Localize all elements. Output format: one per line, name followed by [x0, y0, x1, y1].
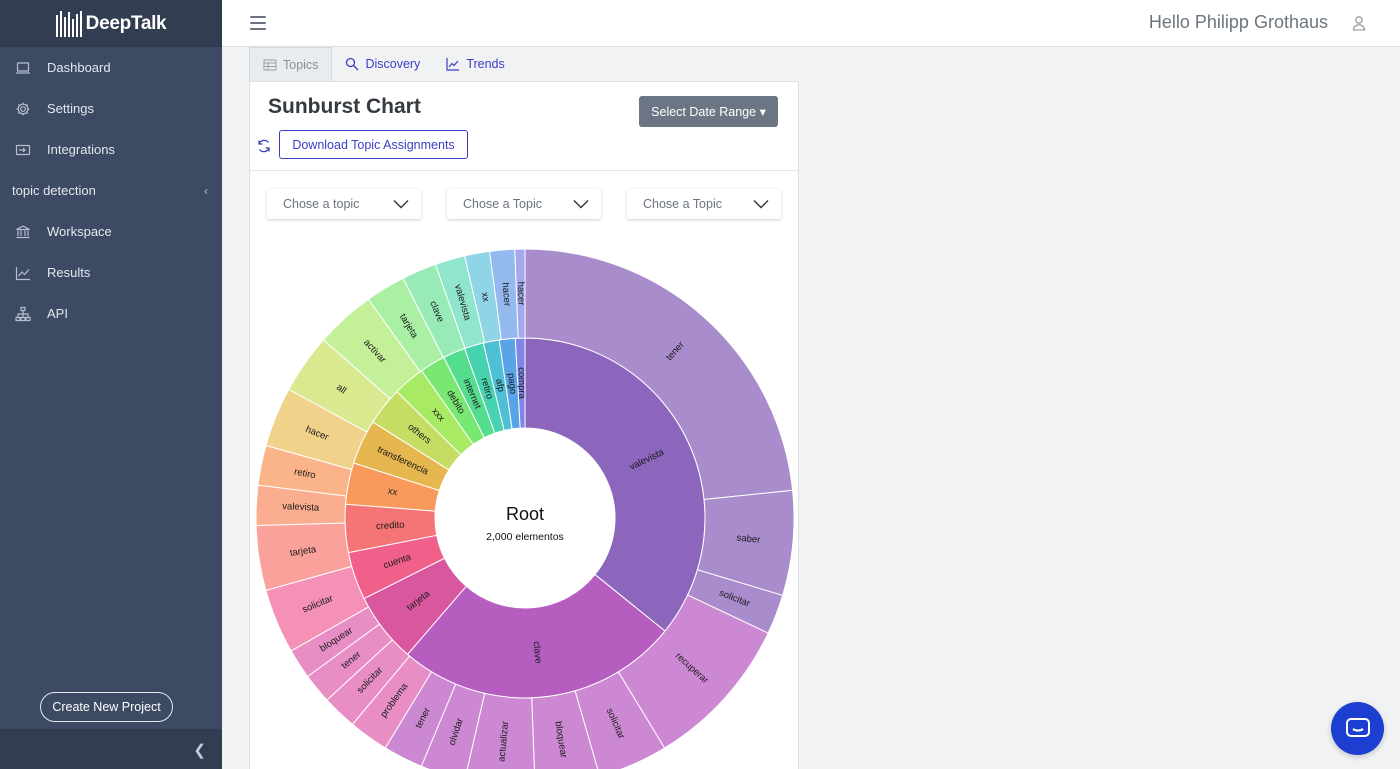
- inner-label: compra: [515, 367, 527, 400]
- sunburst-chart[interactable]: valevistaclavetarjetacuentacreditoxxtran…: [250, 242, 800, 769]
- hamburger-menu-icon[interactable]: [250, 16, 266, 30]
- brand-name: DeepTalk: [85, 12, 167, 34]
- chevron-down-icon: [753, 200, 769, 209]
- center-sublabel: 2,000 elementos: [486, 531, 564, 543]
- table-icon: [263, 59, 277, 70]
- create-new-project-button[interactable]: Create New Project: [40, 692, 173, 722]
- sidebar-item-label: API: [47, 306, 68, 321]
- refresh-icon[interactable]: [256, 138, 272, 154]
- tab-label: Trends: [466, 57, 505, 71]
- sunburst-center[interactable]: [435, 428, 615, 608]
- topic-select-1[interactable]: Chose a topic: [267, 189, 421, 219]
- inner-label: credito: [376, 520, 405, 533]
- sidebar-item-label: Integrations: [47, 142, 115, 157]
- user-icon[interactable]: [1352, 15, 1366, 31]
- chevron-left-icon: ‹: [204, 183, 208, 198]
- sidebar-section-topic-detection[interactable]: topic detection ‹: [0, 170, 222, 211]
- tab-topics[interactable]: Topics: [249, 47, 333, 81]
- outer-label: valevista: [282, 501, 320, 514]
- sidebar-item-api[interactable]: API: [0, 293, 222, 334]
- top-header: Hello Philipp Grothaus: [222, 0, 1400, 47]
- sidebar-section-label: topic detection: [12, 183, 96, 198]
- outer-label: hacer: [515, 282, 526, 306]
- search-icon: [346, 57, 359, 71]
- collapse-sidebar-icon[interactable]: ❮: [193, 742, 206, 759]
- brand-mark-icon: [55, 10, 82, 37]
- select-placeholder: Chose a Topic: [643, 197, 722, 211]
- outer-label: saber: [736, 533, 761, 546]
- sidebar-item-label: Workspace: [47, 224, 112, 239]
- line-chart-icon: [15, 265, 31, 281]
- sunburst-card: Sunburst Chart Select Date Range ▾ Downl…: [249, 81, 799, 769]
- outer-label: hacer: [499, 282, 512, 307]
- card-header: Sunburst Chart Select Date Range ▾ Downl…: [250, 82, 798, 171]
- tab-trends[interactable]: Trends: [433, 47, 517, 81]
- sidebar-item-label: Results: [47, 265, 91, 280]
- select-placeholder: Chose a topic: [283, 197, 360, 211]
- user-greeting: Hello Philipp Grothaus: [1148, 12, 1328, 32]
- tab-label: Topics: [283, 57, 319, 72]
- integrations-icon: [15, 142, 31, 158]
- select-date-range-button[interactable]: Select Date Range ▾: [639, 96, 778, 127]
- tab-discovery[interactable]: Discovery: [332, 47, 433, 81]
- sidebar-item-workspace[interactable]: Workspace: [0, 211, 222, 252]
- brand-logo[interactable]: DeepTalk: [0, 0, 222, 47]
- sidebar-item-label: Dashboard: [47, 60, 111, 75]
- center-label: Root: [506, 504, 544, 524]
- outer-segment-tener[interactable]: [524, 248, 794, 501]
- sidebar-item-settings[interactable]: Settings: [0, 88, 222, 129]
- tab-label: Discovery: [365, 57, 421, 71]
- sidebar-item-results[interactable]: Results: [0, 252, 222, 293]
- bank-icon: [15, 224, 31, 240]
- chat-launcher-button[interactable]: [1331, 702, 1384, 755]
- outer-segment-hacer[interactable]: [514, 248, 526, 339]
- view-tabs: Topics Discovery Trends: [249, 47, 518, 81]
- outer-label: actualizar: [496, 721, 511, 763]
- inner-label: clave: [531, 641, 544, 664]
- select-placeholder: Chose a Topic: [463, 197, 542, 211]
- gear-icon: [15, 101, 31, 117]
- inner-label: afp: [493, 378, 506, 393]
- chat-icon: [1345, 717, 1370, 737]
- outer-label: xx: [479, 291, 492, 303]
- topic-select-2[interactable]: Chose a Topic: [447, 189, 601, 219]
- download-topic-assignments-button[interactable]: Download Topic Assignments: [279, 130, 468, 159]
- sidebar-item-integrations[interactable]: Integrations: [0, 129, 222, 170]
- sitemap-icon: [15, 306, 31, 322]
- sidebar: DeepTalk Dashboard Settings Integrations…: [0, 0, 222, 769]
- inner-label: xx: [387, 486, 399, 499]
- topic-select-3[interactable]: Chose a Topic: [627, 189, 781, 219]
- sidebar-nav: Dashboard Settings Integrations topic de…: [0, 47, 222, 334]
- sidebar-item-label: Settings: [47, 101, 94, 116]
- laptop-icon: [15, 60, 31, 76]
- sidebar-footer: ❮: [0, 729, 222, 769]
- chevron-down-icon: [573, 200, 589, 209]
- outer-label: retiro: [293, 466, 316, 481]
- outer-label: tarjeta: [289, 544, 317, 559]
- page-title: Sunburst Chart: [268, 95, 421, 118]
- sidebar-item-dashboard[interactable]: Dashboard: [0, 47, 222, 88]
- inner-label: pago: [505, 373, 518, 395]
- trend-chart-icon: [446, 58, 460, 71]
- chevron-down-icon: [393, 200, 409, 209]
- date-range-label: Select Date Range: [651, 105, 757, 119]
- outer-ring: [255, 248, 795, 769]
